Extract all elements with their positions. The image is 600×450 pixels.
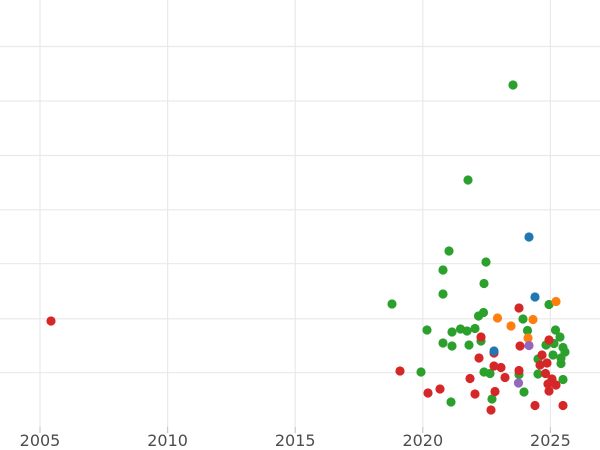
data-point-orange xyxy=(528,314,538,325)
data-point-red xyxy=(423,388,433,398)
horizontal-gridlines xyxy=(0,45,600,374)
data-point-green xyxy=(387,299,397,309)
data-point-green xyxy=(464,340,474,350)
data-point-red xyxy=(558,400,568,411)
data-point-red xyxy=(46,316,56,326)
data-point-red xyxy=(395,366,405,376)
data-point-red xyxy=(435,384,445,394)
data-point-green xyxy=(481,257,491,267)
data-point-green xyxy=(550,325,561,335)
data-point-blue xyxy=(524,232,534,242)
x-axis-tick-labels: 2005 2010 2015 2020 2025 xyxy=(20,431,571,450)
data-point-green xyxy=(519,387,529,397)
data-point-green xyxy=(470,323,480,334)
data-point-red xyxy=(537,350,547,360)
data-point-red xyxy=(496,362,506,373)
data-point-green xyxy=(438,265,448,275)
data-point-green xyxy=(416,367,426,377)
data-point-green xyxy=(555,332,565,342)
data-point-red xyxy=(551,380,561,390)
data-point-green xyxy=(533,369,543,379)
x-axis-tick-label: 2010 xyxy=(147,431,188,450)
data-point-red xyxy=(514,303,524,313)
data-point-green xyxy=(479,278,489,289)
data-point-green xyxy=(447,327,457,337)
data-point-green xyxy=(508,80,518,90)
x-axis-tick-label: 2025 xyxy=(530,431,571,450)
data-point-green xyxy=(422,325,432,335)
data-point-orange xyxy=(492,313,503,323)
data-point-red xyxy=(540,368,551,379)
data-point-blue xyxy=(530,292,540,302)
data-point-green xyxy=(438,338,448,348)
data-point-green xyxy=(518,314,528,324)
data-point-red xyxy=(500,372,510,383)
x-axis-tick-label: 2005 xyxy=(20,431,61,450)
data-point-orange xyxy=(506,321,516,331)
data-point-red xyxy=(544,386,554,396)
data-point-red xyxy=(474,353,484,363)
data-point-green xyxy=(446,397,456,407)
data-point-green xyxy=(487,394,497,404)
data-point-red xyxy=(543,379,553,389)
data-point-red xyxy=(476,332,486,342)
data-point-green xyxy=(548,350,558,360)
data-point-red xyxy=(535,360,545,370)
data-point-red xyxy=(515,341,525,351)
scatter-points xyxy=(46,80,570,415)
data-point-purple xyxy=(513,378,524,388)
data-point-orange xyxy=(523,333,533,343)
x-axis-tick-label: 2020 xyxy=(402,431,443,450)
data-point-green xyxy=(556,358,566,369)
data-point-green xyxy=(462,326,472,336)
x-axis-tick-label: 2015 xyxy=(275,431,316,450)
x-axis-tick-marks xyxy=(39,427,552,433)
data-point-purple xyxy=(524,340,534,351)
data-point-green xyxy=(522,325,533,336)
data-point-red xyxy=(465,373,475,384)
data-point-red xyxy=(542,358,552,368)
vertical-gridlines xyxy=(39,0,552,427)
data-point-green xyxy=(544,299,554,310)
data-point-green xyxy=(447,341,457,351)
data-point-red xyxy=(489,361,499,371)
data-point-green xyxy=(485,368,495,379)
data-point-red xyxy=(544,335,554,345)
data-point-red xyxy=(490,386,500,397)
data-point-orange xyxy=(551,296,561,307)
data-point-red xyxy=(470,389,480,399)
data-point-green xyxy=(438,289,448,299)
data-point-red xyxy=(486,405,496,415)
data-point-red xyxy=(530,400,540,411)
data-point-green xyxy=(478,307,489,318)
data-point-green xyxy=(444,246,454,256)
data-point-green xyxy=(463,175,473,185)
data-point-green xyxy=(558,374,568,385)
data-point-blue xyxy=(489,346,499,356)
data-point-red xyxy=(514,365,524,376)
